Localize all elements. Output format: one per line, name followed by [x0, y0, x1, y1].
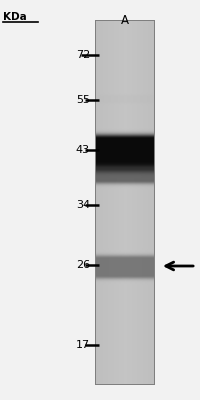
- Text: A: A: [120, 14, 128, 27]
- Text: 17: 17: [75, 340, 90, 350]
- Text: 26: 26: [75, 260, 90, 270]
- Text: 43: 43: [75, 145, 90, 155]
- Text: KDa: KDa: [3, 12, 27, 22]
- Text: 34: 34: [75, 200, 90, 210]
- Text: 55: 55: [76, 95, 90, 105]
- Text: 72: 72: [75, 50, 90, 60]
